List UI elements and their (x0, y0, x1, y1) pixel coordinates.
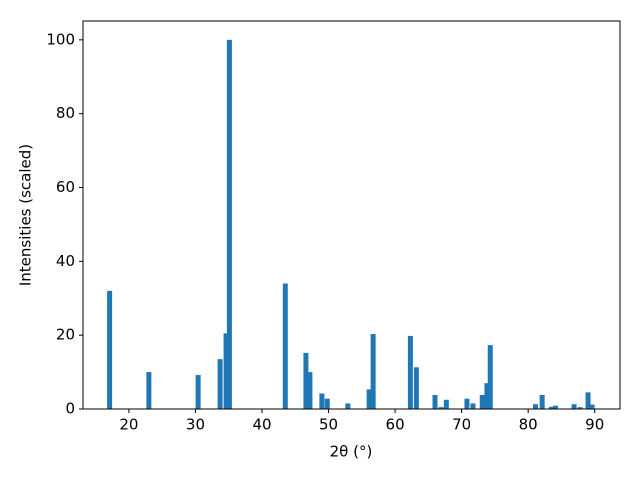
bar (487, 345, 493, 409)
x-tick-label: 30 (186, 416, 205, 434)
bar (532, 404, 538, 409)
x-tick-label: 90 (585, 416, 604, 434)
bar (589, 404, 595, 409)
y-tick-label: 40 (56, 252, 75, 270)
x-axis-label: 2θ (°) (330, 443, 373, 461)
bar (226, 39, 232, 409)
bar (577, 407, 583, 409)
bar (217, 359, 223, 409)
bar (345, 403, 351, 409)
bar (464, 398, 470, 409)
bar (319, 393, 325, 409)
bar (223, 333, 229, 409)
bar (539, 394, 545, 409)
plot-frame (82, 20, 621, 410)
bar (552, 405, 558, 409)
bar (484, 383, 490, 409)
x-tick-label: 70 (452, 416, 471, 434)
bar (413, 367, 419, 409)
bar (370, 334, 376, 409)
bar (571, 404, 577, 409)
bar (470, 403, 476, 409)
bar (324, 398, 330, 409)
y-tick-label: 0 (65, 400, 75, 418)
x-tick-label: 60 (386, 416, 405, 434)
bar (443, 399, 449, 409)
x-tick-label: 80 (519, 416, 538, 434)
bar (307, 372, 313, 409)
bar (432, 394, 438, 409)
y-tick-label: 100 (46, 30, 75, 48)
bar (438, 407, 444, 409)
bar (107, 290, 113, 409)
x-tick-label: 20 (119, 416, 138, 434)
bar (479, 394, 485, 409)
y-tick-label: 80 (56, 104, 75, 122)
bar (407, 335, 413, 409)
y-tick-label: 60 (56, 178, 75, 196)
bar (585, 392, 591, 409)
y-tick-label: 20 (56, 326, 75, 344)
y-axis-label: Intensities (scaled) (17, 144, 35, 286)
bar (303, 352, 309, 409)
bar (282, 283, 288, 409)
bar (195, 375, 201, 409)
bar (548, 406, 554, 409)
bar (366, 389, 372, 409)
x-tick-label: 40 (252, 416, 271, 434)
bar (146, 372, 152, 409)
x-tick-label: 50 (319, 416, 338, 434)
